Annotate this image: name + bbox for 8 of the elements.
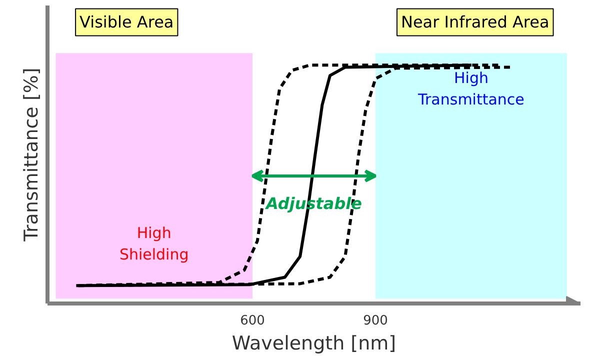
text: Visible Area (80, 12, 174, 32)
band-label: High Shielding (119, 224, 189, 264)
text: Near Infrared Area (400, 12, 550, 32)
y-axis-title: Transmittance [%] (20, 68, 42, 242)
x-tick-label: 600 (240, 314, 265, 328)
x-tick-label: 900 (363, 314, 388, 328)
band-label: High Transmittance (417, 69, 524, 109)
x-axis-title: Wavelength [nm] (232, 332, 396, 354)
